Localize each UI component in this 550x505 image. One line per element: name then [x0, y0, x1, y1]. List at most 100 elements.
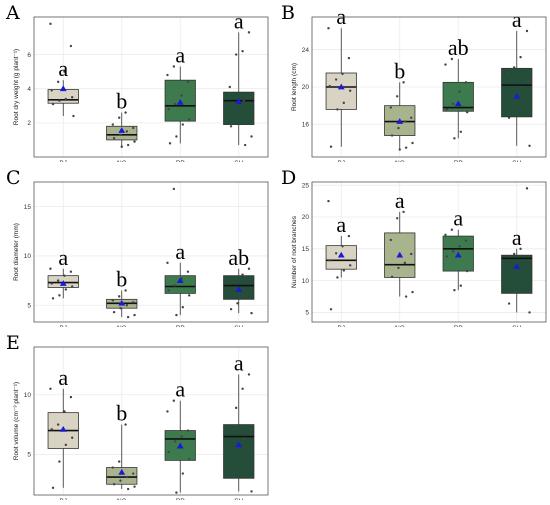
panel-letter: A: [5, 2, 20, 24]
data-point: [249, 432, 252, 436]
data-point: [514, 290, 517, 294]
data-point: [520, 86, 524, 90]
data-point: [187, 457, 191, 461]
significance-letter: a: [58, 245, 68, 270]
data-point: [126, 487, 130, 491]
data-point: [186, 270, 190, 273]
y-tick-label: 10: [24, 253, 32, 260]
data-point: [133, 485, 136, 488]
data-point: [124, 111, 127, 114]
data-point: [444, 233, 447, 237]
data-point: [228, 282, 232, 285]
mean-marker: [396, 118, 404, 124]
significance-letter: a: [175, 377, 185, 402]
data-point: [459, 284, 463, 287]
data-point: [242, 295, 246, 298]
data-point: [117, 295, 121, 298]
mean-marker: [118, 299, 126, 306]
mean-marker: [118, 127, 126, 133]
y-axis-label: Number of root branches: [291, 215, 298, 288]
mean-marker: [235, 441, 243, 448]
data-point: [132, 126, 135, 130]
data-point: [64, 97, 68, 101]
data-point: [348, 264, 352, 267]
panel-letter: D: [281, 167, 296, 189]
mean-marker: [176, 98, 184, 105]
data-point: [445, 255, 448, 258]
data-point: [241, 49, 244, 53]
data-point: [525, 29, 529, 33]
significance-letter: b: [116, 266, 127, 291]
data-point: [112, 137, 116, 140]
data-point: [234, 53, 238, 56]
data-point: [119, 479, 122, 482]
data-point: [341, 245, 344, 248]
data-point: [124, 423, 127, 426]
mean-marker: [396, 251, 404, 258]
data-point: [250, 135, 253, 138]
data-point: [126, 143, 130, 147]
data-point: [241, 387, 244, 390]
data-point: [234, 406, 238, 410]
data-point: [124, 289, 127, 292]
data-point: [49, 267, 52, 270]
data-point: [512, 66, 516, 69]
y-tick-label: 6: [27, 52, 31, 59]
y-tick-label: 5: [27, 452, 31, 459]
data-point: [70, 285, 74, 288]
x-tick-label: NC: [117, 325, 127, 327]
data-point: [527, 259, 530, 262]
panel-letter: E: [6, 332, 20, 354]
y-tick-label: 5: [305, 310, 309, 317]
data-point: [175, 135, 178, 138]
significance-letter: ab: [448, 35, 469, 60]
panel-d: 5 10 15 20 25 Number of root branches a BJ a NC a R…: [275, 165, 550, 332]
data-point: [180, 435, 183, 438]
data-point: [58, 460, 61, 463]
x-tick-label: RP: [176, 160, 185, 162]
plot-background: [34, 17, 268, 157]
data-point: [181, 472, 185, 475]
data-point: [234, 277, 238, 280]
data-point: [450, 57, 454, 61]
x-tick-label: RP: [176, 498, 185, 500]
data-point: [112, 483, 116, 486]
panel-c: 5 10 15 Root diameter (mm) a BJ b NC a RP ab SH C: [0, 165, 272, 332]
data-point: [242, 437, 246, 441]
box-sh: [501, 254, 533, 294]
data-point: [243, 143, 247, 147]
data-point: [181, 123, 185, 126]
data-point: [236, 106, 239, 109]
data-point: [451, 250, 455, 253]
data-point: [229, 474, 233, 478]
data-point: [403, 120, 407, 123]
data-point: [334, 78, 338, 81]
data-point: [389, 238, 393, 242]
x-tick-label: BJ: [59, 325, 67, 327]
box-group-sh: [223, 267, 255, 315]
data-point: [520, 273, 524, 276]
data-point: [120, 145, 123, 148]
y-axis-label: Root volume (cm⁻³ plant⁻¹): [13, 382, 20, 460]
panel-a: 2 4 6 Root dry weight (g plant⁻¹) a BJ b NC a RP a…: [0, 0, 272, 167]
data-point: [51, 297, 55, 300]
box-sh: [223, 91, 255, 125]
data-point: [56, 279, 60, 282]
data-point: [50, 428, 53, 431]
data-point: [247, 267, 251, 270]
mean-marker: [59, 85, 67, 92]
significance-letter: a: [175, 43, 185, 68]
data-point: [56, 80, 60, 84]
data-point: [228, 424, 232, 427]
x-tick-label: BJ: [59, 498, 67, 500]
box-group-sh: [501, 187, 533, 314]
data-point: [132, 472, 135, 475]
box-group-rp: [164, 187, 196, 317]
data-point: [51, 102, 55, 106]
box-rp: [164, 275, 196, 294]
data-point: [175, 491, 178, 494]
y-axis-label: Root dry weight (g plant⁻¹): [13, 49, 20, 125]
box-group-bj: [47, 387, 79, 490]
y-axis-label: Root diameter (mm): [13, 223, 20, 281]
